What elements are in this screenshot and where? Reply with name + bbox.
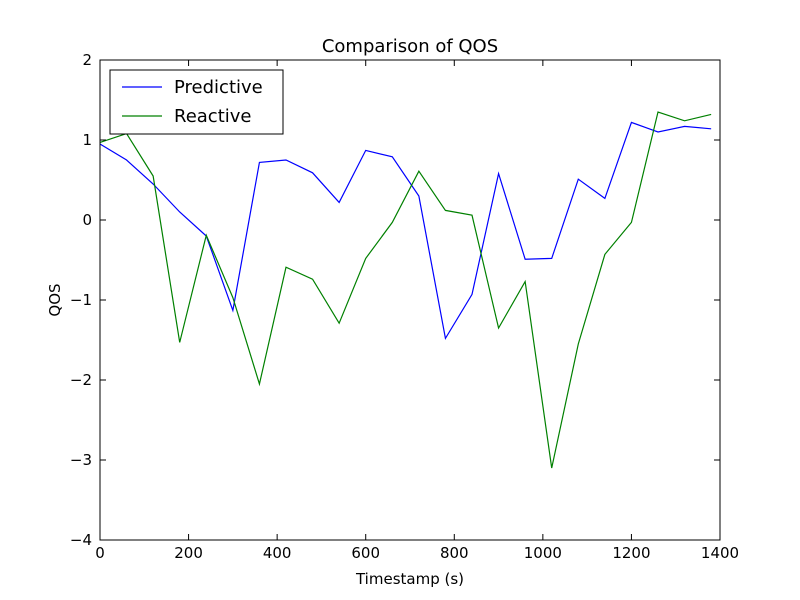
legend-label-predictive: Predictive [174,77,263,98]
x-axis-label: Timestamp (s) [355,570,464,588]
x-tick-label: 400 [263,544,292,562]
x-tick-label: 1000 [524,544,562,562]
plot-area: 0 200 400 600 800 1000 1200 1400 −4 −3 −2 −1 0 1 2 Pred… [70,51,739,562]
x-tick-label: 800 [440,544,469,562]
x-tick-label: 1200 [612,544,650,562]
chart-title: Comparison of QOS [322,36,498,57]
legend-box [109,69,284,135]
y-tick-label: 1 [82,131,92,149]
x-tick-label: 0 [95,544,105,562]
y-axis-label: QOS [46,283,64,316]
y-tick-label: −4 [70,531,92,549]
series-line-predictive [99,121,712,341]
series-line-reactive [99,111,712,469]
y-tick-label: 2 [82,51,92,69]
y-tick-label: −1 [70,291,92,309]
x-tick-label: 1400 [701,544,739,562]
y-tick-label: −2 [70,371,92,389]
x-tick-label: 200 [174,544,203,562]
legend-label-reactive: Reactive [174,106,251,127]
y-tick-label: 0 [82,211,92,229]
y-tick-label: −3 [70,451,92,469]
x-tick-label: 600 [351,544,380,562]
